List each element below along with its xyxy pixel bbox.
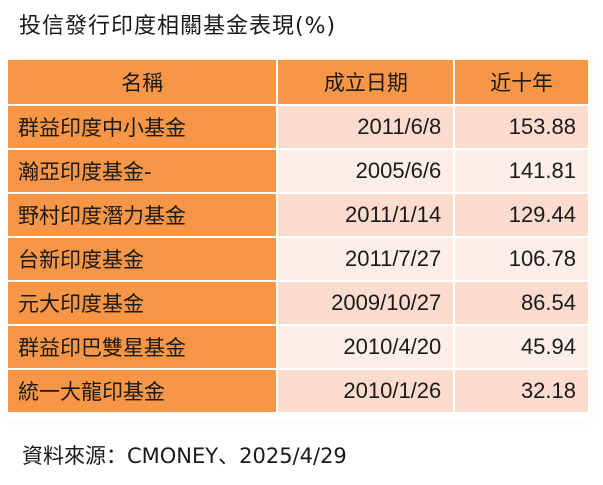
table-row: 群益印巴雙星基金 2010/4/20 45.94: [8, 326, 588, 368]
table-row: 群益印度中小基金 2011/6/8 153.88: [8, 106, 588, 148]
table-header-row: 名稱 成立日期 近十年: [8, 60, 588, 104]
ten-year-return: 106.78: [455, 238, 588, 280]
page-title: 投信發行印度相關基金表現(%): [19, 14, 337, 39]
table-row: 野村印度潛力基金 2011/1/14 129.44: [8, 194, 588, 236]
data-source-note: 資料來源：CMONEY、2025/4/29: [22, 444, 347, 468]
ten-year-return: 45.94: [455, 326, 588, 368]
inception-date: 2010/4/20: [278, 326, 454, 368]
fund-performance-table: 名稱 成立日期 近十年 群益印度中小基金 2011/6/8 153.88 瀚亞印…: [6, 58, 590, 414]
fund-name: 群益印度中小基金: [8, 106, 277, 148]
header-ten-year-return: 近十年: [455, 60, 588, 104]
header-inception-date: 成立日期: [278, 60, 454, 104]
ten-year-return: 32.18: [455, 370, 588, 412]
header-name: 名稱: [8, 60, 277, 104]
fund-name: 統一大龍印基金: [8, 370, 277, 412]
inception-date: 2011/7/27: [278, 238, 454, 280]
inception-date: 2011/1/14: [278, 194, 454, 236]
inception-date: 2009/10/27: [278, 282, 454, 324]
ten-year-return: 141.81: [455, 150, 588, 192]
fund-name: 元大印度基金: [8, 282, 277, 324]
fund-performance-table-container: 名稱 成立日期 近十年 群益印度中小基金 2011/6/8 153.88 瀚亞印…: [6, 58, 590, 422]
fund-name: 野村印度潛力基金: [8, 194, 277, 236]
table-row: 瀚亞印度基金- 2005/6/6 141.81: [8, 150, 588, 192]
fund-name: 台新印度基金: [8, 238, 277, 280]
table-row: 台新印度基金 2011/7/27 106.78: [8, 238, 588, 280]
inception-date: 2005/6/6: [278, 150, 454, 192]
inception-date: 2011/6/8: [278, 106, 454, 148]
inception-date: 2010/1/26: [278, 370, 454, 412]
ten-year-return: 153.88: [455, 106, 588, 148]
table-row: 統一大龍印基金 2010/1/26 32.18: [8, 370, 588, 412]
fund-name: 瀚亞印度基金-: [8, 150, 277, 192]
ten-year-return: 129.44: [455, 194, 588, 236]
table-row: 元大印度基金 2009/10/27 86.54: [8, 282, 588, 324]
fund-name: 群益印巴雙星基金: [8, 326, 277, 368]
ten-year-return: 86.54: [455, 282, 588, 324]
